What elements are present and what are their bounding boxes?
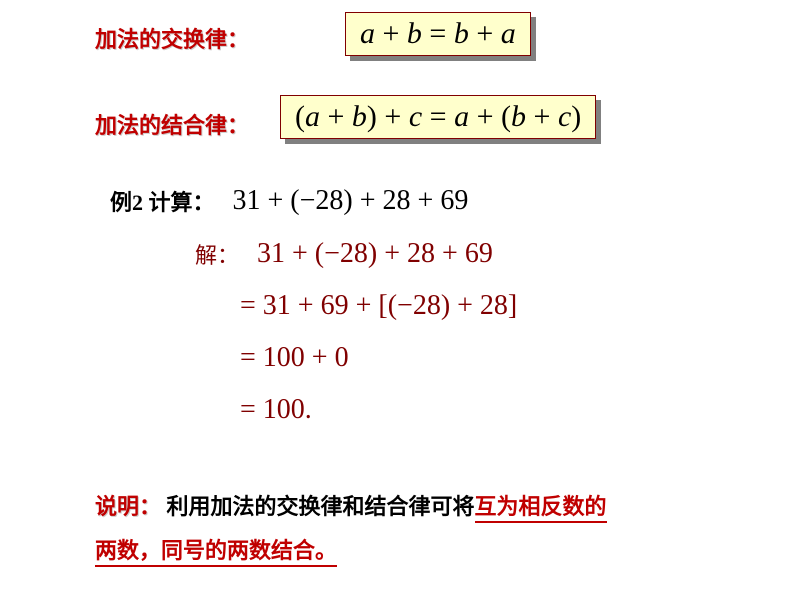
formula-text: a + b = b + a (360, 17, 516, 50)
associative-law-label: 加法的结合律： (95, 108, 249, 140)
formula-text-2: (a + b) + c = a + (b + c) (295, 100, 581, 133)
solution-step-3: = 100 + 0 (240, 342, 349, 374)
commutative-law-formula-box: a + b = b + a (345, 12, 531, 56)
associative-law-formula-box: (a + b) + c = a + (b + c) (280, 95, 596, 139)
solution-label: 解： (195, 238, 239, 270)
commutative-law-label: 加法的交换律： (95, 22, 249, 54)
solution-step-2: = 31 + 69 + [(−28) + 28] (240, 290, 517, 322)
example-expression: 31 + (−28) + 28 + 69 (233, 185, 469, 217)
note-text-1: 利用加法的交换律和结合律可将 (167, 494, 475, 519)
example-label: 例2 计算： (110, 185, 215, 217)
solution-step-1: 31 + (−28) + 28 + 69 (257, 238, 493, 270)
note-underline-1: 互为相反数的 (475, 494, 607, 523)
note-underline-2: 两数，同号的两数结合。 (95, 538, 337, 567)
solution-step-4: = 100. (240, 394, 312, 426)
note-label: 说明： (95, 494, 161, 519)
